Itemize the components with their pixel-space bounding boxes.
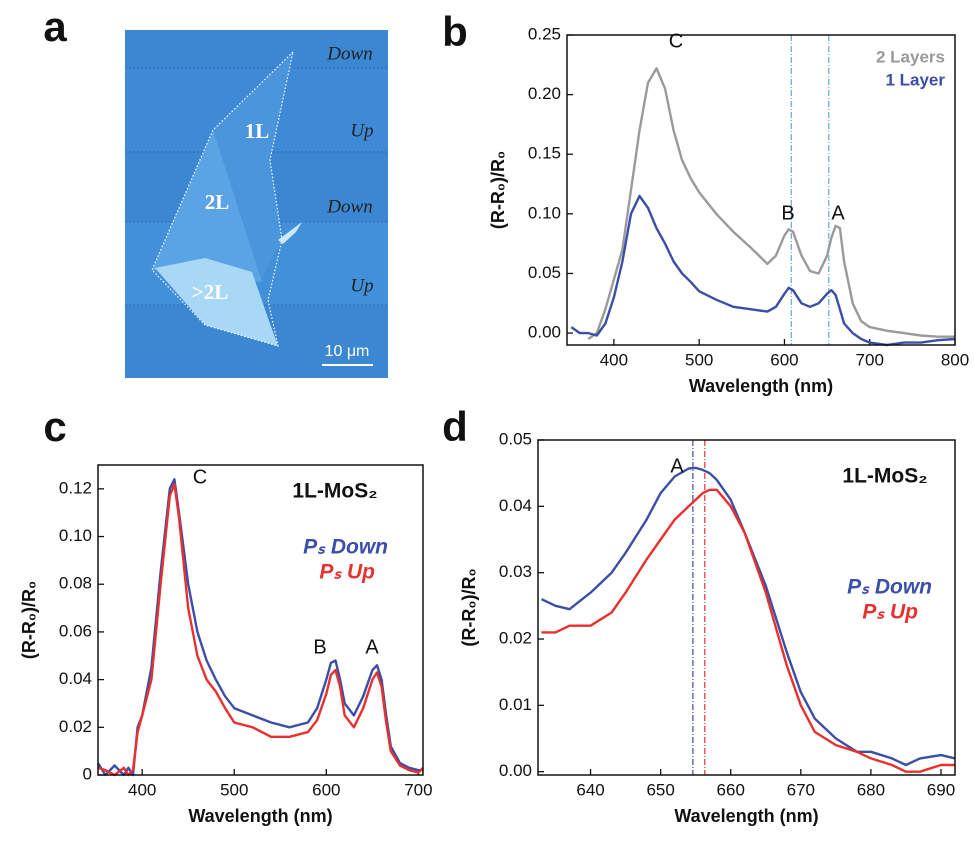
chart-label: 1L-MoS₂	[842, 465, 927, 488]
x-tick-label: 700	[404, 780, 432, 799]
y-tick-label: 0.01	[499, 695, 532, 714]
stripe-label: Down	[326, 43, 372, 64]
x-axis-title: Wavelength (nm)	[689, 376, 833, 396]
micrograph	[125, 30, 388, 378]
stripe-label: Up	[350, 120, 373, 141]
y-tick-label: 0.12	[59, 478, 92, 497]
y-tick-label: 0.00	[528, 323, 561, 342]
y-axis-title: (R-R₀)/R₀	[459, 568, 479, 646]
series-line	[540, 466, 956, 767]
flake-label: 1L	[245, 119, 270, 143]
x-tick-label: 680	[857, 780, 885, 799]
y-tick-label: 0.00	[499, 761, 532, 780]
y-tick-label: 0.05	[499, 429, 532, 448]
y-tick-label: 0.04	[499, 496, 532, 515]
plot-frame	[97, 464, 424, 776]
legend-label: Pₛ Up	[862, 601, 918, 624]
legend-label: 1 Layer	[885, 70, 945, 89]
y-tick-label: 0.02	[59, 717, 92, 736]
x-tick-label: 500	[220, 780, 248, 799]
y-tick-label: 0.20	[528, 84, 561, 103]
x-tick-label: 670	[787, 780, 815, 799]
series-line	[541, 488, 955, 773]
y-tick-label: 0.25	[528, 24, 561, 43]
y-tick-label: 0.04	[59, 669, 92, 688]
panel-label: c	[43, 403, 66, 450]
x-tick-label: 700	[856, 350, 884, 369]
legend-label: Pₛ Down	[303, 536, 388, 559]
series-line	[587, 67, 955, 340]
y-tick-label: 0.06	[59, 621, 92, 640]
x-tick-label: 400	[128, 780, 156, 799]
y-tick-label: 0.10	[59, 526, 92, 545]
legend-label: 2 Layers	[876, 47, 945, 66]
series-line	[570, 194, 956, 347]
y-tick-label: 0.10	[528, 203, 561, 222]
stripe-label: Up	[350, 275, 373, 296]
annotation: B	[781, 202, 794, 224]
y-tick-label: 0.02	[499, 628, 532, 647]
panel-label: d	[442, 403, 468, 450]
annotation: C	[193, 466, 207, 488]
y-tick-label: 0.08	[59, 574, 92, 593]
x-tick-label: 690	[927, 780, 955, 799]
annotation: A	[831, 202, 845, 224]
panel-label: b	[442, 8, 468, 55]
annotation: A	[670, 455, 684, 477]
annotation: B	[313, 636, 326, 658]
x-tick-label: 800	[941, 350, 969, 369]
y-tick-label: 0.05	[528, 263, 561, 282]
x-tick-label: 400	[600, 350, 628, 369]
x-tick-label: 660	[717, 780, 745, 799]
x-tick-label: 500	[685, 350, 713, 369]
flake-label: 2L	[205, 190, 230, 214]
legend-label: Pₛ Up	[319, 561, 375, 584]
annotation: C	[669, 30, 683, 52]
plot-frame	[566, 34, 956, 346]
series-line	[97, 482, 424, 777]
x-axis-title: Wavelength (nm)	[674, 806, 818, 826]
x-tick-label: 640	[576, 780, 604, 799]
annotation: A	[365, 636, 379, 658]
x-tick-label: 600	[770, 350, 798, 369]
plot-frame	[537, 439, 956, 776]
y-axis-title: (R-R₀)/R₀	[19, 581, 39, 659]
stripe-label: Down	[326, 196, 372, 217]
scale-bar-label: 10 μm	[325, 343, 370, 360]
chart-label: 1L-MoS₂	[292, 480, 377, 503]
y-tick-label: 0.03	[499, 562, 532, 581]
y-tick-label: 0.15	[528, 144, 561, 163]
y-tick-label: 0	[83, 764, 92, 783]
legend-label: Pₛ Down	[847, 576, 932, 599]
y-axis-title: (R-R₀)/R₀	[488, 151, 508, 229]
x-tick-label: 650	[646, 780, 674, 799]
x-axis-title: Wavelength (nm)	[188, 806, 332, 826]
panel-label: a	[43, 3, 67, 50]
flake-label: >2L	[192, 280, 228, 304]
x-tick-label: 600	[312, 780, 340, 799]
